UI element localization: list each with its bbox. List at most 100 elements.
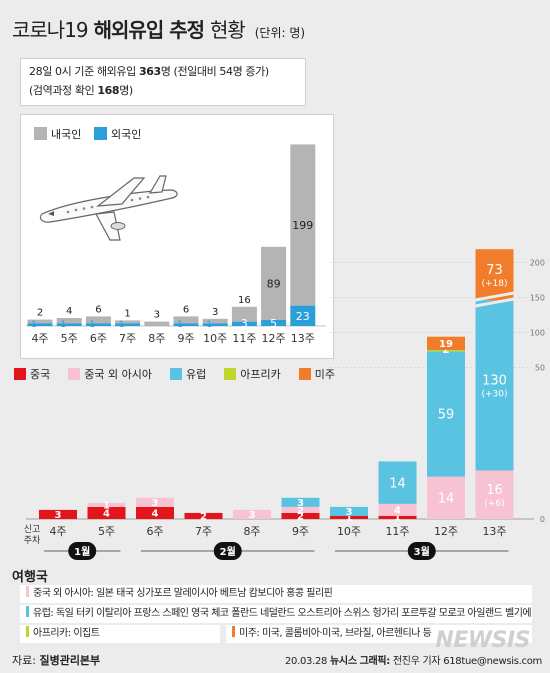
credit-date: 20.03.28	[284, 656, 328, 667]
legend-item: 중국 외 아시아	[68, 366, 152, 382]
inset-data-label: 89	[267, 277, 281, 290]
bar-segment	[427, 336, 465, 350]
x-tick-label: 12주	[434, 525, 458, 538]
bar-segment	[475, 470, 514, 519]
data-annotation: (+18)	[481, 279, 507, 289]
bar-segment	[378, 503, 417, 516]
origin-africa-text: 아프리카: 이집트	[33, 628, 100, 639]
title-unit: (단위: 명)	[254, 26, 306, 40]
x-tick-label: 6주	[146, 525, 163, 538]
month-label: 3월	[414, 546, 430, 558]
bar-segment	[136, 497, 174, 507]
legend-label: 중국	[30, 368, 51, 381]
summary-line-1-prefix: 28일 0시 기준 해외유입	[29, 65, 136, 78]
credit-email: 618tue@newsis.com	[443, 656, 542, 667]
data-label: 1	[346, 513, 353, 524]
data-label: 73	[486, 263, 503, 278]
origin-america-marker	[232, 626, 235, 637]
data-label: 130	[482, 373, 507, 388]
x-tick-label: 13주	[482, 525, 506, 538]
inset-bar-foreign	[261, 320, 287, 326]
inset-data-label: 199	[292, 219, 313, 232]
data-label: 14	[438, 491, 455, 506]
origin-row-asia: 중국 외 아시아: 일본 태국 싱가포르 말레이시아 베트남 캄보디아 홍콩 필…	[20, 585, 532, 603]
data-annotation: (+6)	[484, 499, 504, 509]
data-label: 19	[439, 339, 453, 350]
bar-segment	[378, 515, 417, 519]
data-label: 2	[297, 506, 304, 517]
legend-item: 중국	[14, 366, 50, 382]
inset-data-label: 2	[37, 308, 43, 319]
title-part-3: 현황	[209, 18, 246, 42]
inset-x-tick-label: 9주	[177, 332, 194, 345]
bar-segment	[87, 502, 126, 507]
axis-tick-label: 150	[530, 294, 545, 303]
x-tick-label: 7주	[195, 525, 212, 538]
data-label: 4	[152, 509, 159, 520]
inset-x-tick-label: 4주	[31, 332, 48, 345]
inset-bar-domestic	[173, 316, 199, 324]
legend-swatch	[169, 368, 182, 380]
inset-bar-foreign	[115, 323, 141, 326]
bar-segment	[184, 512, 223, 519]
data-label: 2	[297, 512, 304, 523]
inset-bar-foreign	[85, 323, 111, 326]
month-label: 2월	[220, 546, 236, 558]
inset-bar-domestic	[261, 246, 287, 320]
inset-x-tick-label: 6주	[90, 332, 107, 345]
inset-bar-domestic	[290, 144, 316, 306]
x-axis-label: 신고	[24, 524, 41, 535]
summary-quarantine: 168	[97, 84, 120, 97]
inset-x-tick-label: 12주	[262, 332, 286, 345]
inset-data-label: 1	[31, 320, 37, 330]
credit-graphic-prefix: 그래픽:	[359, 656, 391, 667]
bar-segment	[87, 506, 126, 519]
inset-x-tick-label: 11주	[232, 332, 256, 345]
legend-item: 유럽	[169, 366, 206, 382]
legend-item: 미주	[298, 366, 335, 382]
bar-segment	[330, 506, 368, 516]
inset-bar-foreign	[173, 323, 199, 326]
origin-asia-marker	[26, 586, 29, 597]
x-axis-label: 주차	[24, 534, 41, 546]
data-label: 2	[443, 345, 450, 356]
inset-data-label: 5	[270, 317, 277, 330]
origin-row-europe: 유럽: 독일 터키 이탈리아 프랑스 스페인 영국 체코 폴란드 네덜란드 오스…	[20, 605, 532, 623]
summary-line-1: 28일 0시 기준 해외유입 363명 (전일대비 54명 증가)	[29, 62, 297, 81]
bar-segment	[330, 515, 368, 519]
data-label: 4	[103, 509, 110, 520]
region-legend: 중국 중국 외 아시아 유럽 아프리카 미주	[14, 366, 353, 382]
inset-bar-domestic	[115, 320, 141, 324]
legend-swatch	[298, 368, 311, 380]
legend-label: 중국 외 아시아	[84, 368, 152, 381]
x-tick-label: 4주	[49, 525, 66, 538]
data-label: 1	[394, 513, 401, 524]
inset-data-label: 1	[90, 320, 96, 330]
airplane-icon	[39, 175, 178, 241]
inset-x-tick-label: 5주	[61, 332, 78, 345]
source-value: 질병관리본부	[39, 654, 101, 667]
inset-data-label: 1	[60, 320, 66, 330]
inset-bar-foreign	[202, 323, 228, 326]
inset-data-label: 1	[119, 320, 125, 330]
legend-item: 아프리카	[224, 366, 281, 382]
inset-bar-domestic	[85, 316, 111, 324]
bar-segment	[136, 506, 174, 519]
inset-bar-domestic	[202, 318, 228, 324]
data-label: 16	[486, 483, 503, 498]
origin-europe-marker	[26, 606, 29, 617]
inset-x-tick-label: 7주	[119, 332, 136, 345]
origin-africa-marker	[26, 626, 29, 637]
month-pill	[213, 542, 242, 560]
inset-bar-foreign	[231, 321, 257, 326]
x-tick-label: 11주	[385, 525, 409, 538]
x-tick-label: 9주	[292, 525, 309, 538]
newsis-watermark: NEWSIS	[435, 628, 530, 653]
inset-x-tick-label: 8주	[148, 332, 165, 345]
axis-tick-label: 200	[530, 259, 545, 268]
axis-break-mark	[472, 297, 517, 308]
origin-america-text: 미주: 미국, 콜롬비아·미국, 브라질, 아르헨티나 등	[239, 628, 432, 639]
inset-data-label: 23	[296, 310, 310, 323]
data-label: 1	[103, 500, 110, 511]
